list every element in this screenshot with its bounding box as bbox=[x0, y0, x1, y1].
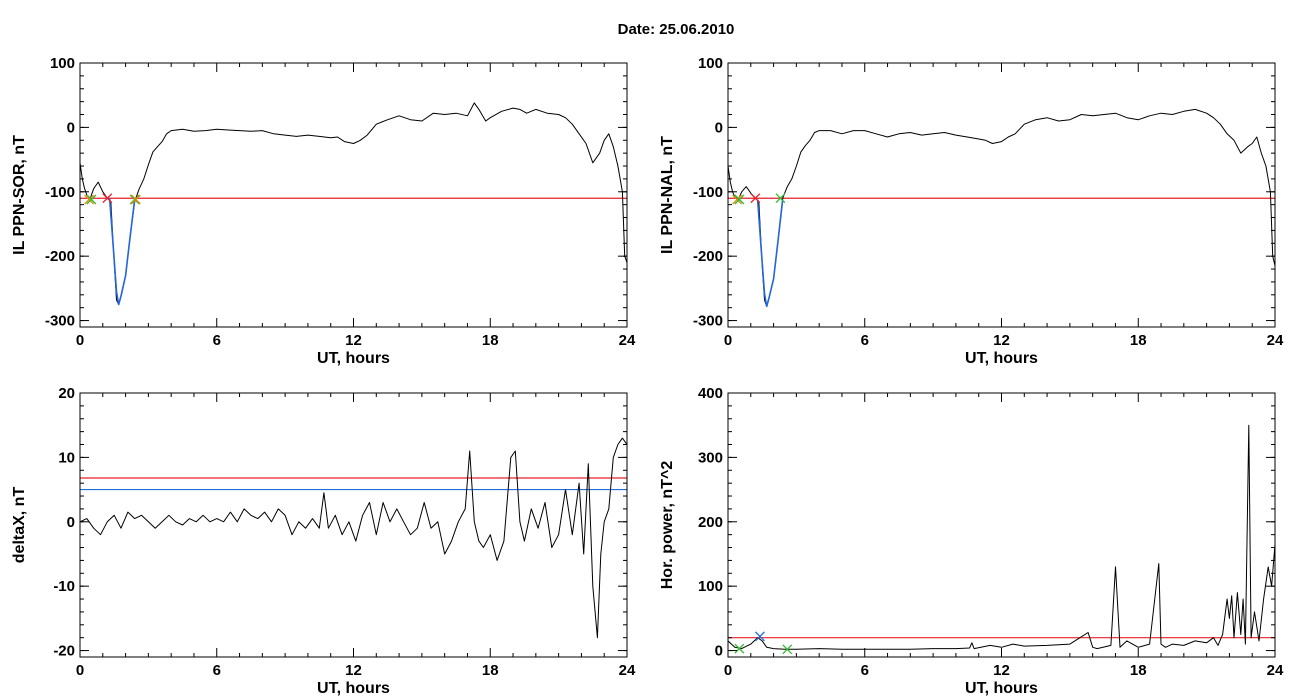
y-tick-label: 10 bbox=[58, 449, 75, 466]
x-tick-label: 12 bbox=[345, 332, 362, 349]
series-line-2 bbox=[108, 198, 136, 306]
x-axis-label: UT, hours bbox=[317, 350, 390, 367]
x-tick-label: 12 bbox=[345, 662, 362, 679]
y-tick-label: 0 bbox=[715, 643, 723, 660]
y-axis-label: Hor. power, nT^2 bbox=[659, 461, 676, 590]
series-line-1 bbox=[728, 108, 1275, 307]
x-tick-label: 6 bbox=[213, 332, 221, 349]
y-tick-label: 100 bbox=[698, 55, 723, 72]
plot-area bbox=[80, 437, 627, 639]
x-tick-label: 24 bbox=[1267, 332, 1284, 349]
y-tick-label: -20 bbox=[53, 643, 75, 660]
x-tick-label: 18 bbox=[1130, 332, 1147, 349]
x-tick-label: 0 bbox=[724, 332, 732, 349]
series-line-1 bbox=[728, 424, 1275, 650]
y-axis-label: IL PPN-NAL, nT bbox=[659, 136, 676, 254]
series-line-2 bbox=[756, 199, 784, 308]
x-tick-label: 18 bbox=[482, 332, 499, 349]
y-tick-label: -300 bbox=[45, 313, 75, 330]
y-tick-label: 0 bbox=[67, 119, 75, 136]
y-axis-label: deltaX, nT bbox=[11, 487, 28, 564]
marker-red-3 bbox=[750, 193, 761, 204]
plot-frame bbox=[727, 62, 1276, 328]
y-tick-label: 0 bbox=[715, 119, 723, 136]
y-tick-label: -10 bbox=[53, 578, 75, 595]
panel-hor-power: 0 6 12 18 24 400 300 200 100 0 UT, hours Hor. power… bbox=[659, 385, 1284, 697]
marker-red-3 bbox=[102, 193, 113, 204]
series-line-1 bbox=[80, 102, 627, 305]
x-axis-label: UT, hours bbox=[317, 680, 390, 697]
y-tick-label: 100 bbox=[698, 578, 723, 595]
y-tick-label: 400 bbox=[698, 385, 723, 402]
plot-area bbox=[728, 424, 1275, 655]
x-tick-label: 6 bbox=[861, 662, 869, 679]
y-axis-label: IL PPN-SOR, nT bbox=[11, 135, 28, 255]
plot-frame bbox=[79, 392, 628, 658]
plot-frame bbox=[79, 62, 628, 328]
y-tick-label: -200 bbox=[693, 248, 723, 265]
y-tick-label: 300 bbox=[698, 449, 723, 466]
y-tick-label: -200 bbox=[45, 248, 75, 265]
x-axis-label: UT, hours bbox=[965, 680, 1038, 697]
panel-il-sor: 0 6 12 18 24 100 0 -100 -200 -300 UT, hours IL PPN-… bbox=[11, 55, 636, 367]
x-tick-label: 12 bbox=[993, 662, 1010, 679]
y-tick-label: 100 bbox=[50, 55, 75, 72]
x-tick-label: 0 bbox=[76, 332, 84, 349]
y-tick-label: 0 bbox=[67, 514, 75, 531]
marker-blue-2 bbox=[754, 631, 765, 642]
marker-green-3 bbox=[782, 644, 793, 655]
x-tick-label: 6 bbox=[861, 332, 869, 349]
x-tick-label: 18 bbox=[1130, 662, 1147, 679]
marker-orange-1 bbox=[732, 194, 743, 205]
x-tick-label: 12 bbox=[993, 332, 1010, 349]
y-tick-label: -100 bbox=[693, 184, 723, 201]
panel-deltax: 0 6 12 18 24 20 10 0 -10 -20 UT, hours deltaX, nT bbox=[11, 385, 636, 697]
plot-frame bbox=[727, 392, 1276, 658]
y-tick-label: -300 bbox=[693, 313, 723, 330]
x-tick-label: 18 bbox=[482, 662, 499, 679]
marker-green-4 bbox=[129, 194, 140, 205]
marker-green-2 bbox=[86, 194, 97, 205]
marker-green-2 bbox=[734, 194, 745, 205]
plot-area bbox=[80, 102, 627, 306]
panel-il-nal: 0 6 12 18 24 100 0 -100 -200 -300 UT, hours IL PPN-… bbox=[659, 55, 1284, 367]
x-tick-label: 24 bbox=[619, 332, 636, 349]
figure-title: Date: 25.06.2010 bbox=[618, 21, 735, 38]
x-tick-label: 24 bbox=[619, 662, 636, 679]
marker-green-4 bbox=[775, 193, 786, 204]
series-line-1 bbox=[80, 437, 627, 639]
marker-green-1 bbox=[734, 643, 745, 654]
x-tick-label: 6 bbox=[213, 662, 221, 679]
x-tick-label: 0 bbox=[76, 662, 84, 679]
y-tick-label: -100 bbox=[45, 184, 75, 201]
x-tick-label: 24 bbox=[1267, 662, 1284, 679]
x-axis-label: UT, hours bbox=[965, 350, 1038, 367]
marker-orange-5 bbox=[130, 194, 141, 205]
x-tick-label: 0 bbox=[724, 662, 732, 679]
plot-area bbox=[728, 108, 1275, 308]
y-tick-label: 200 bbox=[698, 514, 723, 531]
y-tick-label: 20 bbox=[58, 385, 75, 402]
marker-orange-1 bbox=[84, 194, 95, 205]
